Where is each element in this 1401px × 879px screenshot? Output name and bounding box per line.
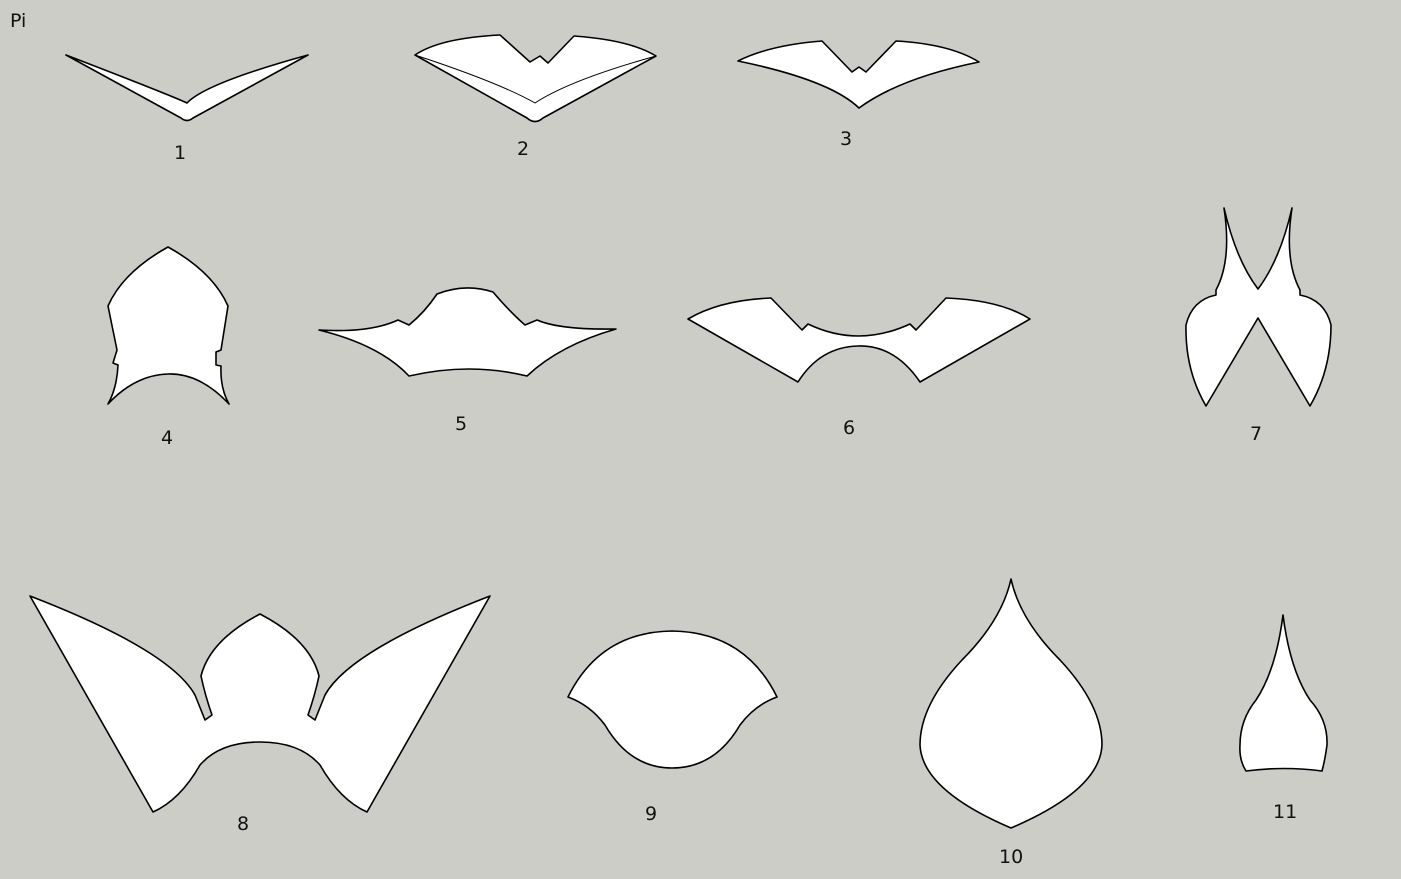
pattern-piece-7: 7 [1185, 207, 1332, 445]
piece-2-fold-line [414, 54, 657, 104]
pattern-piece-11: 11 [1239, 614, 1328, 823]
sheet-label: Pi [10, 10, 26, 32]
piece-10-label: 10 [999, 846, 1023, 868]
pattern-piece-4: 4 [107, 246, 230, 449]
piece-8-label: 8 [237, 813, 249, 835]
piece-5-shape [318, 287, 617, 377]
piece-1-shape [65, 54, 309, 122]
piece-3-shape [737, 40, 980, 109]
piece-2-shape [414, 34, 657, 123]
pattern-piece-10: 10 [919, 578, 1103, 868]
pattern-piece-2: 2 [414, 34, 657, 160]
piece-3-label: 3 [840, 128, 852, 150]
pattern-piece-9: 9 [567, 630, 778, 825]
piece-7-shape [1185, 207, 1332, 407]
piece-1-label: 1 [174, 142, 186, 164]
piece-4-label: 4 [161, 427, 173, 449]
pattern-piece-8: 8 [29, 595, 491, 835]
piece-7-label: 7 [1250, 423, 1262, 445]
pattern-piece-1: 1 [65, 54, 309, 164]
piece-4-shape [107, 246, 230, 405]
piece-9-shape [567, 630, 778, 769]
piece-11-label: 11 [1273, 801, 1297, 823]
piece-9-label: 9 [645, 803, 657, 825]
pattern-piece-5: 5 [318, 287, 617, 435]
piece-11-shape [1239, 614, 1328, 772]
pattern-piece-6: 6 [687, 297, 1031, 439]
piece-10-shape [919, 578, 1103, 829]
piece-5-label: 5 [455, 413, 467, 435]
piece-6-label: 6 [843, 417, 855, 439]
pattern-piece-3: 3 [737, 40, 980, 150]
piece-2-label: 2 [517, 138, 529, 160]
piece-6-shape [687, 297, 1031, 383]
piece-8-shape [29, 595, 491, 813]
